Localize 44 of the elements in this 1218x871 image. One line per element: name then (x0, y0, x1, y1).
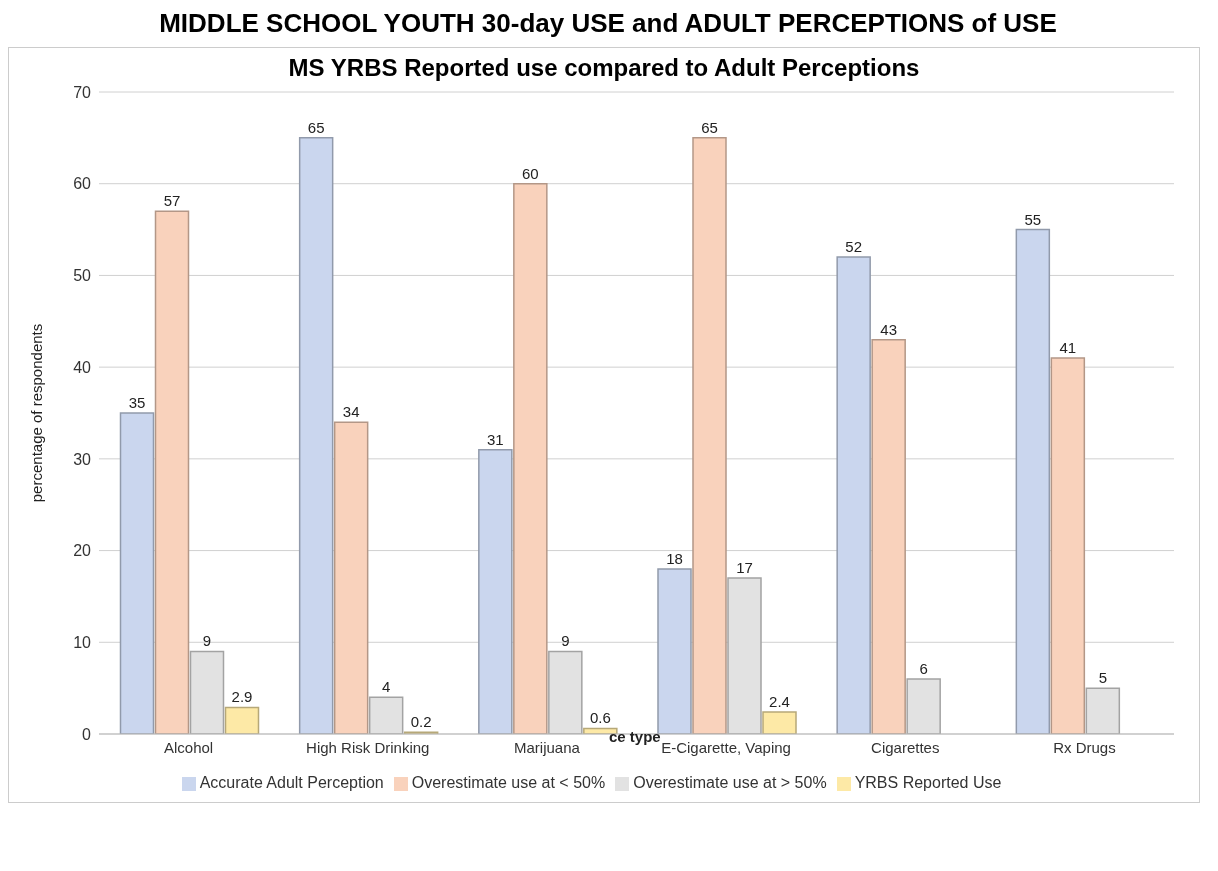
data-label: 57 (163, 192, 181, 210)
x-tick-label: Cigarettes (871, 738, 940, 756)
y-tick-label: 60 (73, 175, 92, 193)
data-label: 55 (1024, 210, 1042, 228)
y-tick-label: 70 (73, 83, 92, 101)
x-tick-label: Marijuana (513, 738, 581, 756)
legend-label: Overestimate use at > 50% (633, 774, 827, 791)
y-tick-label: 30 (73, 450, 92, 468)
data-label: 9 (561, 632, 570, 650)
y-tick-label: 0 (82, 725, 92, 743)
legend-label: Overestimate use at < 50% (411, 774, 606, 791)
data-label: 0.6 (589, 709, 611, 727)
data-label: 65 (307, 118, 325, 136)
data-label: 60 (521, 164, 539, 182)
chart-subtitle: MS YRBS Reported use compared to Adult Perceptions (287, 54, 921, 82)
x-tick-label: E-Cigarette, Vaping (661, 738, 791, 756)
x-tick-label: Alcohol (163, 738, 214, 756)
chart-title: MIDDLE SCHOOL YOUTH 30-day USE and ADULT PERCEPTIONS of USE (158, 8, 1058, 39)
data-label: 43 (880, 320, 898, 338)
y-tick-label: 20 (73, 542, 92, 560)
data-label: 18 (666, 549, 683, 567)
data-label: 2.9 (231, 688, 253, 706)
data-label: 17 (736, 559, 753, 577)
legend-label: YRBS Reported Use (854, 774, 1002, 791)
x-tick-label: High Risk Drinking (306, 738, 430, 756)
data-label: 0.2 (410, 713, 432, 731)
y-axis-title: percentage of respondents (28, 323, 46, 503)
data-label: 35 (128, 394, 146, 411)
data-label: 34 (342, 403, 360, 421)
legend-label: Accurate Adult Perception (199, 774, 384, 791)
y-tick-label: 50 (73, 267, 92, 285)
annotation: ce type (609, 728, 661, 745)
data-label: 9 (202, 632, 212, 650)
data-label: 52 (845, 238, 863, 256)
data-label: 6 (919, 659, 928, 677)
data-label: 5 (1098, 669, 1108, 687)
data-label: 65 (701, 118, 718, 136)
x-tick-label: Rx Drugs (1053, 738, 1116, 756)
data-label: 31 (486, 430, 504, 448)
data-label: 2.4 (769, 692, 790, 710)
y-tick-label: 10 (73, 633, 92, 651)
y-tick-label: 40 (73, 358, 92, 376)
data-label: 4 (381, 678, 391, 696)
data-label: 41 (1059, 338, 1077, 356)
